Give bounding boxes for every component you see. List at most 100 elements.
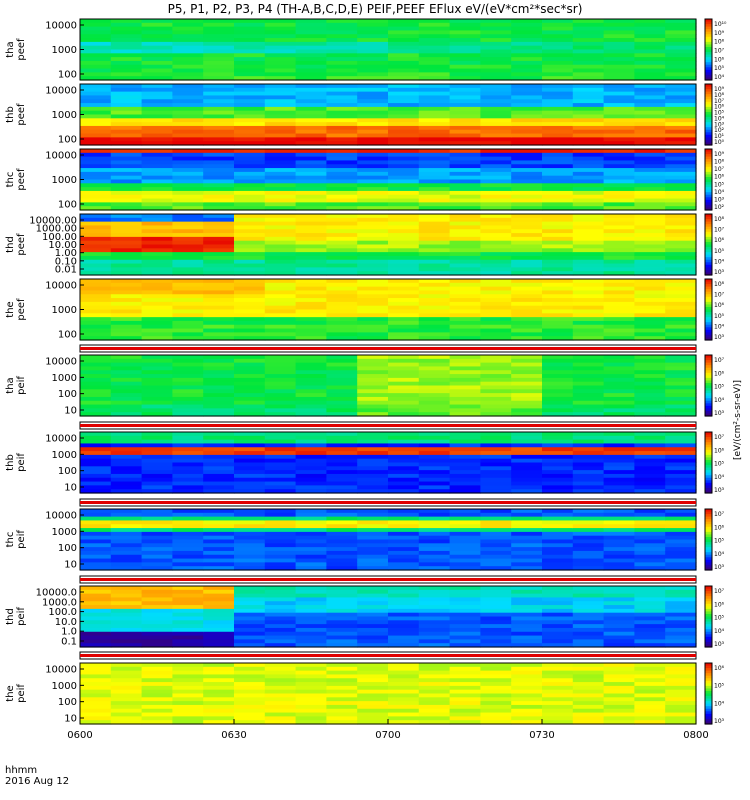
heatmap-cell	[665, 412, 697, 417]
heatmap-cell	[542, 332, 574, 337]
heatmap-cell	[511, 385, 543, 390]
heatmap-cell	[603, 627, 635, 633]
heatmap-cell	[572, 38, 605, 43]
heatmap-cell	[449, 57, 481, 62]
heatmap-cell	[295, 324, 327, 330]
heatmap-cell	[388, 118, 420, 123]
colorbar-segment	[705, 703, 712, 707]
heatmap-cell	[480, 118, 512, 123]
y-tick-label: 1000	[52, 45, 77, 56]
heatmap-cell	[542, 60, 574, 66]
heatmap-cell	[511, 282, 543, 288]
heatmap-cell	[234, 586, 266, 591]
heatmap-cell	[80, 435, 112, 441]
colorbar-segment	[705, 685, 712, 690]
heatmap-cell	[542, 396, 574, 402]
colorbar-segment	[705, 360, 712, 364]
heatmap-cell	[634, 87, 666, 93]
heatmap-cell	[388, 566, 420, 571]
heatmap-cell	[80, 137, 112, 142]
heatmap-cell	[418, 432, 451, 437]
heatmap-cell	[542, 206, 574, 211]
heatmap-cell	[172, 160, 204, 165]
heatmap-cell	[357, 547, 389, 552]
heatmap-cell	[388, 408, 420, 413]
heatmap-cell	[449, 462, 481, 467]
colorbar-segment	[705, 403, 712, 407]
heatmap-cell	[542, 443, 574, 448]
heatmap-cell	[357, 601, 389, 606]
heatmap-cell	[418, 586, 451, 591]
heatmap-cell	[511, 95, 543, 100]
heatmap-cell	[295, 366, 327, 371]
heatmap-cell	[665, 624, 697, 629]
colorbar-segment	[705, 264, 712, 268]
heatmap-cell	[264, 377, 297, 383]
heatmap-cell	[572, 255, 605, 261]
heatmap-cell	[172, 466, 204, 471]
heatmap-cell	[141, 458, 173, 464]
heatmap-cell	[542, 366, 574, 371]
heatmap-cell	[357, 168, 389, 173]
heatmap-cell	[141, 49, 173, 54]
heatmap-cell	[480, 49, 512, 54]
heatmap-cell	[603, 454, 635, 460]
heatmap-cell	[603, 708, 635, 714]
heatmap-cell	[203, 670, 235, 676]
colorbar-segment	[705, 380, 712, 384]
heatmap-cell	[634, 240, 666, 246]
heatmap-cell	[511, 512, 543, 518]
heatmap-cell	[449, 286, 481, 292]
heatmap-cell	[357, 485, 389, 490]
colorbar-tick-label: 10⁶	[714, 302, 725, 309]
heatmap-cell	[203, 328, 235, 333]
heatmap-cell	[542, 454, 574, 460]
heatmap-cell	[234, 110, 266, 116]
heatmap-cell	[665, 255, 697, 261]
heatmap-cell	[634, 198, 666, 203]
heatmap-cell	[357, 336, 389, 341]
heatmap-cell	[357, 670, 389, 676]
heatmap-cell	[234, 370, 266, 375]
heatmap-cell	[295, 558, 327, 563]
heatmap-cell	[141, 87, 173, 93]
heatmap-cell	[665, 485, 697, 490]
heatmap-cell	[295, 377, 327, 383]
heatmap-cell	[295, 332, 327, 337]
heatmap-cell	[480, 539, 512, 544]
y-tick-label: 10	[64, 560, 77, 571]
heatmap-cell	[141, 374, 173, 379]
heatmap-cell	[665, 670, 697, 676]
heatmap-cell	[326, 194, 358, 200]
heatmap-cell	[418, 558, 451, 563]
heatmap-cell	[418, 627, 451, 633]
heatmap-cell	[542, 64, 574, 70]
heatmap-cell	[634, 320, 666, 326]
panel-y-label: peif	[16, 530, 27, 549]
heatmap-cell	[542, 91, 574, 97]
colorbar-segment	[705, 132, 712, 136]
heatmap-cell	[665, 432, 697, 437]
heatmap-cell	[511, 324, 543, 330]
heatmap-cell	[172, 187, 204, 192]
heatmap-cell	[480, 624, 512, 629]
heatmap-cell	[110, 412, 143, 417]
heatmap-cell	[572, 370, 605, 375]
heatmap-cell	[264, 408, 297, 413]
heatmap-cell	[234, 396, 266, 402]
heatmap-cell	[634, 141, 666, 146]
heatmap-cell	[357, 612, 389, 618]
heatmap-cell	[110, 396, 143, 402]
heatmap-cell	[234, 693, 266, 698]
heatmap-cell	[234, 400, 266, 406]
heatmap-cell	[572, 87, 605, 93]
heatmap-cell	[418, 512, 451, 518]
heatmap-cell	[542, 631, 574, 637]
heatmap-cell	[665, 206, 697, 211]
heatmap-cell	[603, 554, 635, 560]
heatmap-cell	[480, 179, 512, 184]
heatmap-cell	[480, 366, 512, 371]
heatmap-cell	[172, 217, 204, 223]
heatmap-cell	[572, 206, 605, 211]
heatmap-cell	[80, 554, 112, 560]
